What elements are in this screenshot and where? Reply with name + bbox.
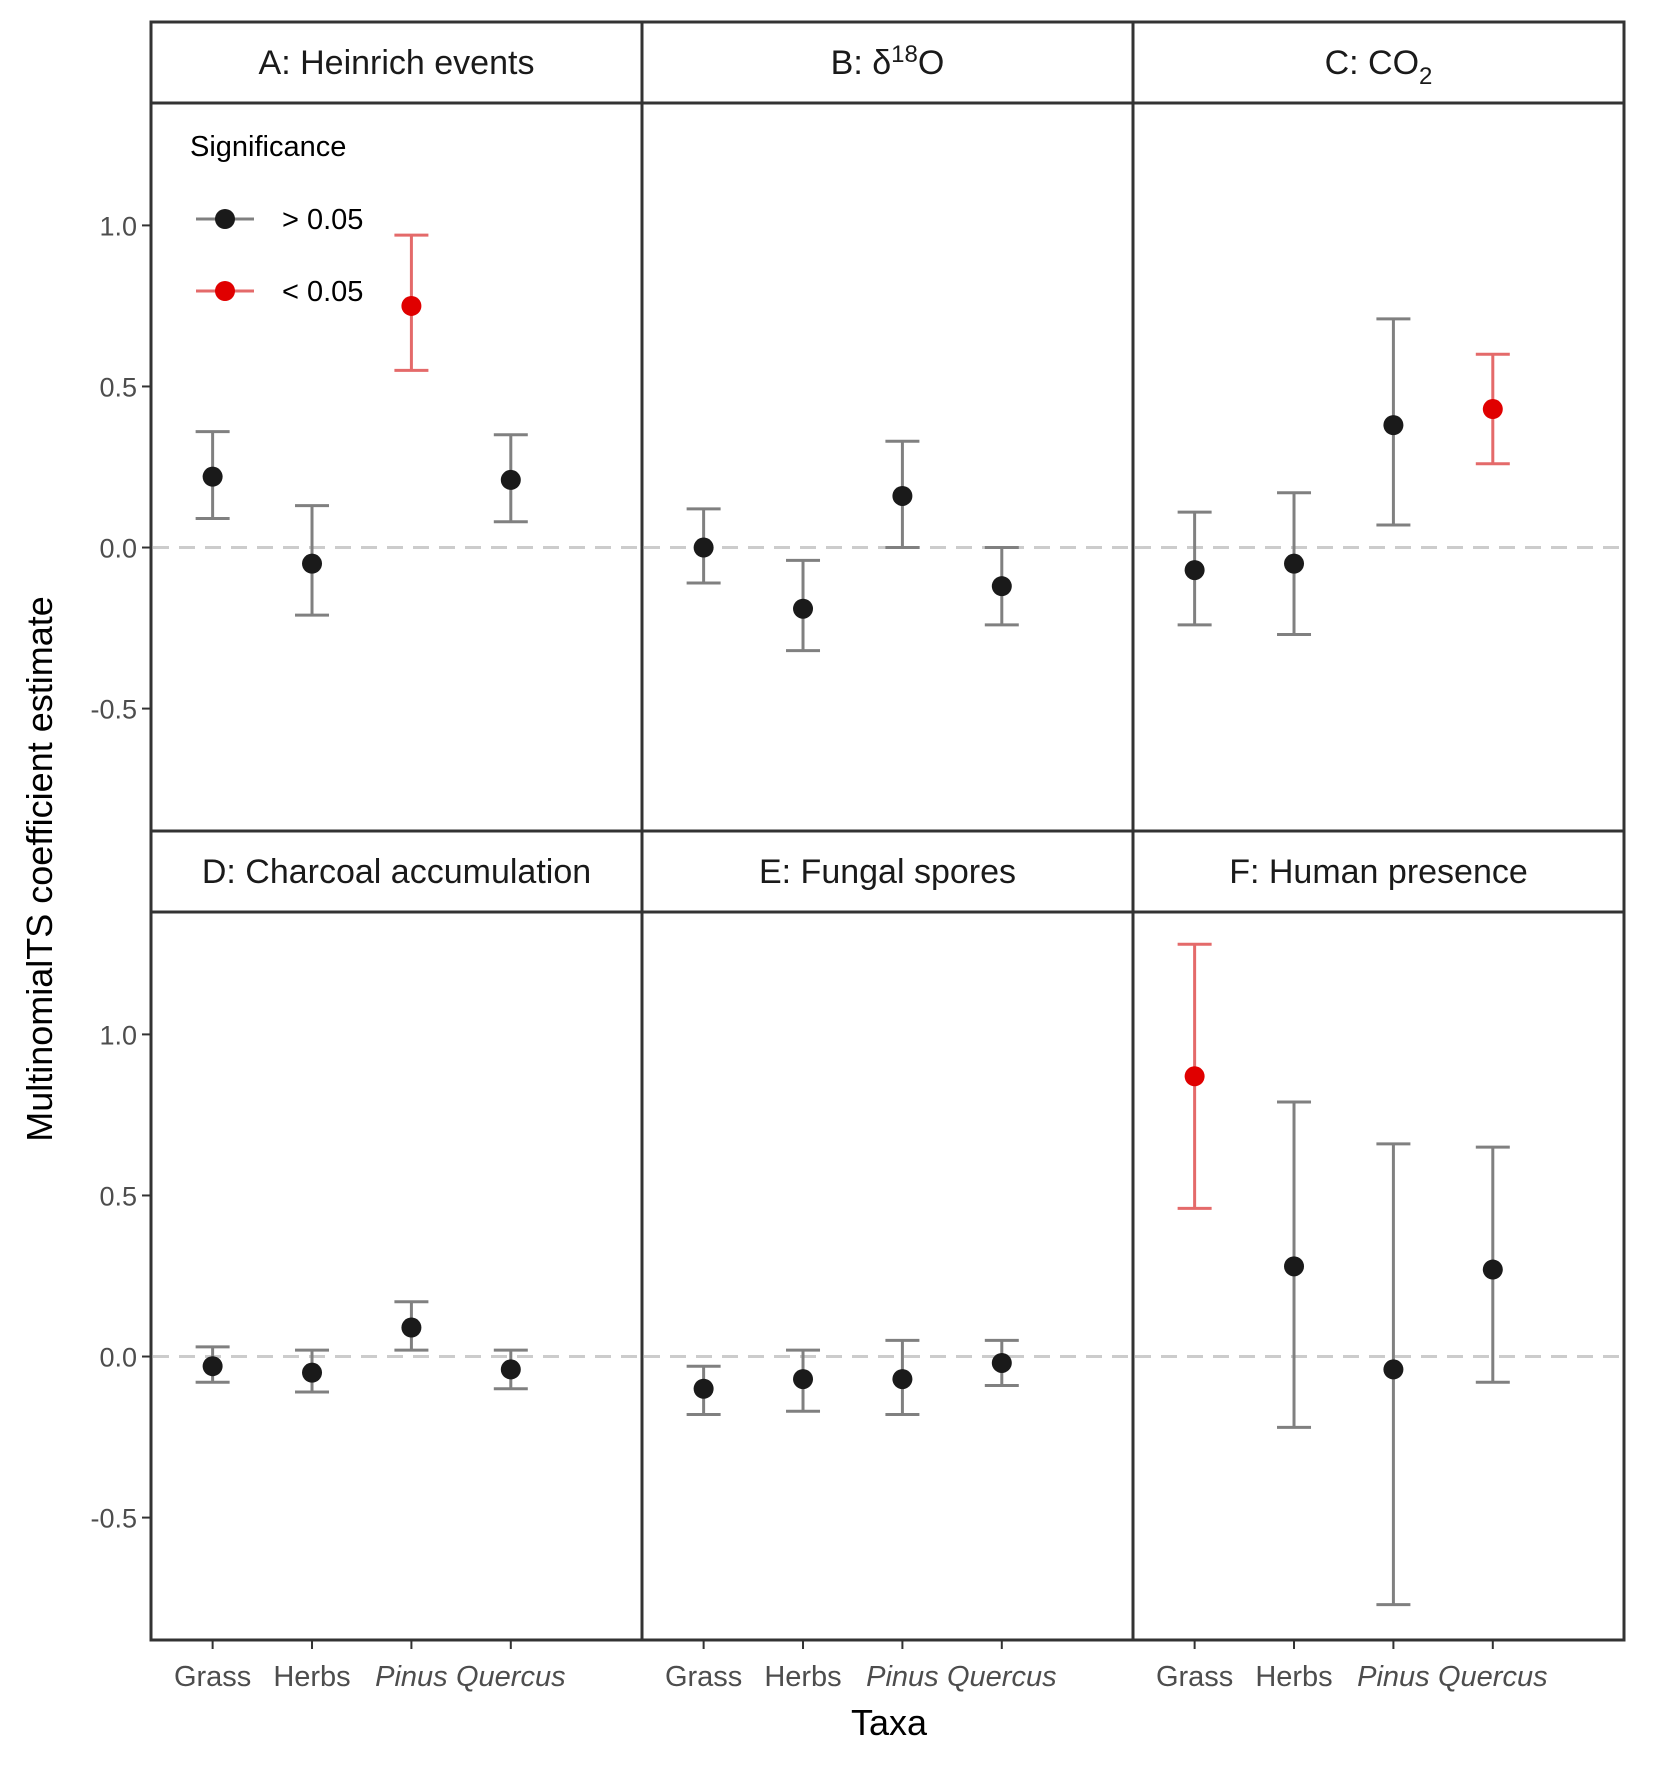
estimate-point [1284, 1256, 1305, 1277]
x-tick-label: Pinus [1357, 1661, 1430, 1693]
legend-key-point [215, 209, 235, 229]
facet-title: C: CO2 [1325, 44, 1433, 90]
x-tick-label: Quercus [1438, 1661, 1548, 1693]
estimate-point [793, 598, 814, 619]
estimate-point [693, 537, 714, 558]
estimate-point [1184, 1066, 1205, 1087]
estimate-point [401, 295, 422, 316]
estimate-point [202, 1356, 223, 1377]
facet-panel: F: Human presence Grass Herbs Pinus Quercus [1131, 829, 1626, 1693]
facet-strip [1131, 829, 1626, 914]
y-tick-label: 0.0 [99, 534, 137, 564]
facet-strip [640, 20, 1135, 105]
estimate-point [202, 466, 223, 487]
y-tick-label: 1.0 [99, 1020, 137, 1050]
x-tick-label: Pinus [375, 1661, 448, 1693]
x-tick-label: Herbs [1255, 1661, 1332, 1693]
estimate-point [1184, 560, 1205, 581]
estimate-point [991, 576, 1012, 597]
estimate-point [1383, 1359, 1404, 1380]
facet-title: E: Fungal spores [759, 853, 1016, 891]
panel-border [640, 101, 1135, 833]
legend-title: Significance [190, 131, 346, 163]
facet-panel: B: δ18O [640, 20, 1135, 833]
x-axis-title: Taxa [851, 1702, 928, 1743]
y-tick-label: 0.0 [99, 1343, 137, 1373]
y-tick-label: -0.5 [90, 1504, 137, 1534]
estimate-point [991, 1352, 1012, 1373]
y-tick-label: -0.5 [90, 695, 137, 725]
facet-strip [149, 829, 644, 914]
x-tick-label: Herbs [764, 1661, 841, 1693]
estimate-point [302, 1362, 323, 1383]
x-tick-label: Quercus [947, 1661, 1057, 1693]
estimate-point [302, 553, 323, 574]
facet-panel: E: Fungal spores Grass Herbs Pinus Quercus [640, 829, 1135, 1693]
estimate-point [1383, 415, 1404, 436]
x-tick-label: Pinus [866, 1661, 939, 1693]
estimate-point [500, 469, 521, 490]
x-tick-label: Grass [174, 1661, 251, 1693]
legend-key-point [215, 281, 235, 301]
estimate-point [892, 1369, 913, 1390]
panel-border [1131, 101, 1626, 833]
estimate-point [1482, 399, 1503, 420]
y-tick-label: 0.5 [99, 372, 137, 402]
estimate-point [1284, 553, 1305, 574]
facet-strip [1131, 20, 1626, 105]
estimate-point [500, 1359, 521, 1380]
estimate-point [793, 1369, 814, 1390]
estimate-point [1482, 1259, 1503, 1280]
x-tick-label: Grass [1156, 1661, 1233, 1693]
facet-strip [640, 829, 1135, 914]
y-tick-label: 1.0 [99, 211, 137, 241]
x-tick-label: Grass [665, 1661, 742, 1693]
y-axis-title: MultinomialTS coefficient estimate [19, 596, 60, 1142]
legend-label: < 0.05 [282, 276, 363, 308]
panel-border [640, 910, 1135, 1642]
facet-panel: A: Heinrich events -0.5 0.0 0.5 1.0 [90, 20, 644, 833]
legend: Significance > 0.05 < 0.05 [190, 131, 363, 308]
y-tick-label: 0.5 [99, 1181, 137, 1211]
facet-panel: C: CO2 [1131, 20, 1626, 833]
legend-label: > 0.05 [282, 204, 363, 236]
facet-panel: D: Charcoal accumulation -0.5 0.0 0.5 1.0 Gra… [90, 829, 644, 1693]
x-tick-label: Herbs [273, 1661, 350, 1693]
facet-title: D: Charcoal accumulation [202, 853, 591, 891]
facet-title: A: Heinrich events [259, 44, 535, 82]
facet-strip [149, 20, 644, 105]
estimate-point [401, 1317, 422, 1338]
facet-title: B: δ18O [831, 41, 945, 82]
estimate-point [693, 1378, 714, 1399]
estimate-point [892, 485, 913, 506]
panel-border [149, 910, 644, 1642]
panel-border [1131, 910, 1626, 1642]
x-tick-label: Quercus [456, 1661, 566, 1693]
facet-title: F: Human presence [1229, 853, 1528, 891]
